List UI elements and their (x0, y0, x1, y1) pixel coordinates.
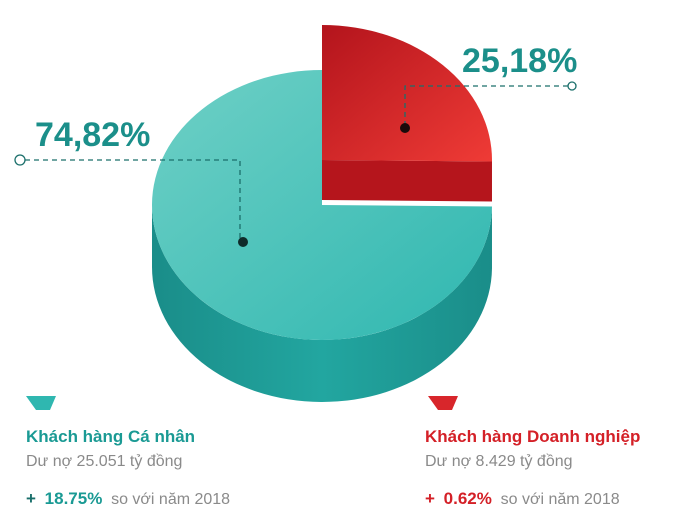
slice-wall (322, 160, 492, 202)
leader-end (14, 154, 26, 166)
growth-sign: + (425, 489, 435, 507)
growth-sign: + (26, 489, 36, 507)
legend-detail: Dư nợ 8.429 tỷ đồng (425, 453, 573, 470)
leader-line (404, 85, 568, 126)
legend-swatch (26, 396, 56, 410)
leader-dot (238, 237, 248, 247)
legend-label: Khách hàng Cá nhân (26, 427, 195, 446)
growth-text: so với năm 2018 (501, 491, 620, 507)
growth-value: 18.75% (45, 489, 103, 507)
legend-detail: Dư nợ 25.051 tỷ đồng (26, 453, 182, 470)
growth: + 0.62% so với năm 2018 (425, 489, 620, 507)
value-label: 74,82% (35, 116, 150, 154)
legend-swatch (428, 396, 458, 410)
pie (151, 25, 492, 403)
leader-dot (400, 123, 410, 133)
value-label: 25,18% (462, 42, 577, 80)
growth-value: 0.62% (444, 489, 492, 507)
legend-label: Khách hàng Doanh nghiệp (425, 427, 640, 446)
leader-end (567, 81, 577, 91)
slice (322, 25, 492, 162)
slice (151, 70, 492, 340)
leader-lines (14, 81, 577, 240)
slice-side (152, 205, 492, 403)
growth: + 18.75% so với năm 2018 (26, 489, 230, 507)
growth-text: so với năm 2018 (111, 491, 230, 507)
